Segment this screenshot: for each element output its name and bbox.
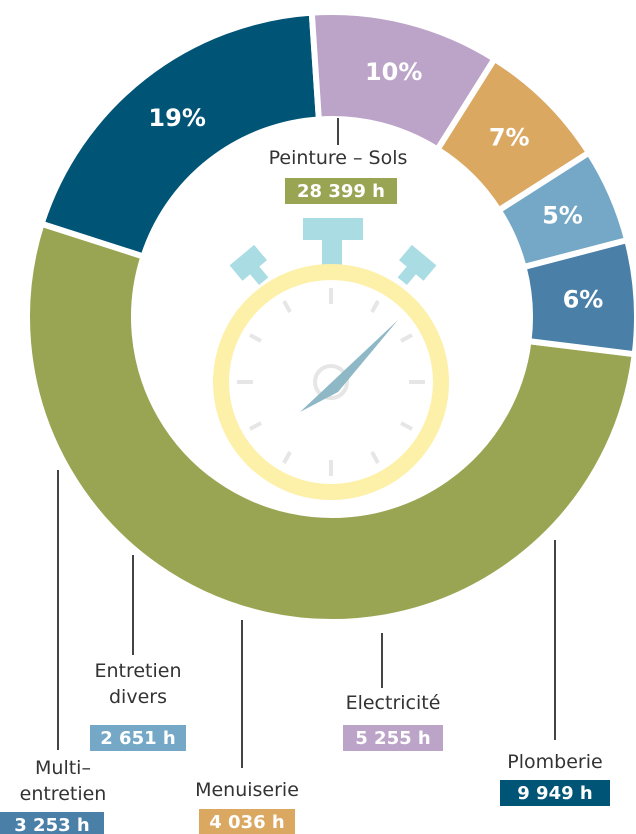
percent-label: 19% [148, 104, 205, 132]
category-label: Electricité [346, 692, 441, 714]
stopwatch-button [303, 218, 363, 240]
category-label: Peinture – Sols [269, 147, 408, 169]
hours-box [343, 725, 443, 751]
hours-label: 9 949 h [517, 783, 592, 804]
stopwatch-face [213, 264, 449, 500]
category-label: Menuiserie [195, 779, 299, 801]
stopwatch-side-right [397, 244, 437, 286]
hours-label: 5 255 h [355, 728, 430, 749]
donut-segment [37, 9, 323, 261]
hours-label: 4 036 h [209, 812, 284, 833]
hours-box [199, 809, 295, 834]
category-label: Entretien divers [94, 660, 181, 708]
hours-label: 28 399 h [297, 181, 385, 202]
stopwatch-hand [300, 320, 398, 412]
category-label: Multi– entretien [20, 757, 107, 805]
stopwatch-stem [322, 238, 342, 268]
percent-label: 10% [365, 58, 422, 86]
category-label: Plomberie [507, 751, 602, 773]
hours-box [0, 812, 104, 834]
stopwatch-ticks [237, 288, 425, 476]
hours-box [500, 780, 610, 806]
hours-label: 2 651 h [100, 728, 175, 749]
percent-label: 7% [489, 124, 530, 152]
donut-segment [24, 219, 636, 625]
stopwatch [213, 218, 449, 500]
donut-segment [519, 236, 636, 358]
hours-box [285, 178, 397, 204]
percent-label: 5% [542, 201, 583, 229]
stopwatch-side-left [229, 244, 269, 286]
hours-label: 3 253 h [14, 815, 89, 834]
hours-box [90, 725, 186, 751]
percent-label: 6% [563, 285, 604, 313]
